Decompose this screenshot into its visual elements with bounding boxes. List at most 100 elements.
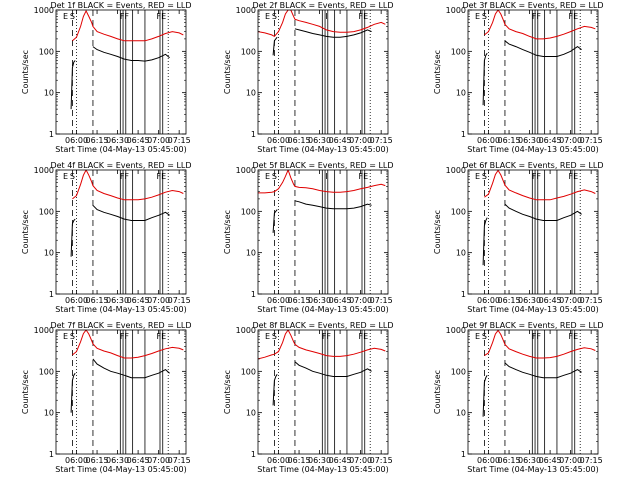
plot-frame bbox=[55, 9, 187, 135]
x-tick-label: 06:15 bbox=[86, 136, 109, 145]
series-events-line bbox=[504, 362, 582, 379]
y-axis-label: Counts/sec bbox=[433, 50, 442, 94]
plot-frame bbox=[467, 9, 599, 135]
x-tick-label: 06:00 bbox=[267, 456, 290, 465]
x-tick-label: 06:15 bbox=[498, 456, 521, 465]
x-tick-label: 07:00 bbox=[349, 136, 372, 145]
panel-title: Det 4f BLACK = Events, RED = LLD bbox=[50, 161, 191, 170]
y-tick-label: 1 bbox=[49, 290, 54, 299]
panel-det-7: Det 7f BLACK = Events, RED = LLD 1 10 100 10… bbox=[21, 321, 192, 474]
y-tick-label: 10 bbox=[44, 89, 54, 98]
plot-frame bbox=[467, 329, 599, 455]
x-tick-label: 07:00 bbox=[147, 456, 170, 465]
attenuator-flag-label: S bbox=[482, 12, 487, 21]
y-tick-label: 1000 bbox=[236, 166, 256, 175]
series-lld-line bbox=[72, 170, 184, 201]
x-tick-label: 06:15 bbox=[86, 456, 109, 465]
attenuator-flag-label: S bbox=[482, 172, 487, 181]
y-axis-label: Counts/sec bbox=[433, 370, 442, 414]
series-events-line bbox=[92, 358, 170, 379]
attenuator-flag-label: FE bbox=[569, 12, 579, 21]
y-tick-label: 1000 bbox=[34, 6, 54, 15]
panel-det-9: Det 9f BLACK = Events, RED = LLD 1 10 100 10… bbox=[433, 321, 604, 474]
y-tick-label: 1 bbox=[251, 290, 256, 299]
x-tick-label: 07:00 bbox=[349, 456, 372, 465]
x-tick-label: 06:30 bbox=[308, 296, 331, 305]
x-tick-label: 06:45 bbox=[539, 136, 562, 145]
plot-frame bbox=[257, 169, 389, 295]
attenuator-flag-label: E bbox=[475, 332, 480, 341]
x-tick-label: 06:30 bbox=[308, 456, 331, 465]
panel-det-3: Det 3f BLACK = Events, RED = LLD 1 10 100 10… bbox=[433, 1, 604, 154]
series-lld-line bbox=[72, 330, 184, 359]
y-axis-label: Counts/sec bbox=[21, 370, 30, 414]
series-lld-line bbox=[258, 170, 386, 194]
series-events-line bbox=[504, 40, 582, 57]
attenuator-flag-label: E bbox=[475, 12, 480, 21]
y-axis-label: Counts/sec bbox=[21, 50, 30, 94]
y-tick-label: 100 bbox=[241, 47, 256, 56]
panel-title: Det 7f BLACK = Events, RED = LLD bbox=[50, 321, 191, 330]
series-lld-line bbox=[72, 10, 184, 42]
x-tick-label: 06:00 bbox=[65, 136, 88, 145]
attenuator-flag-label: S bbox=[482, 332, 487, 341]
y-tick-label: 1000 bbox=[446, 166, 466, 175]
panel-title: Det 8f BLACK = Events, RED = LLD bbox=[252, 321, 393, 330]
series-lld-line bbox=[484, 10, 596, 40]
x-axis-label: Start Time (04-May-13 05:45:00) bbox=[467, 305, 598, 314]
series-lld-line bbox=[484, 170, 596, 201]
attenuator-flag-label: FE bbox=[569, 172, 579, 181]
series-events-line bbox=[70, 218, 76, 257]
series-events-line bbox=[482, 375, 488, 417]
x-tick-label: 06:45 bbox=[127, 456, 150, 465]
series-events-line bbox=[92, 46, 170, 62]
panel-title: Det 6f BLACK = Events, RED = LLD bbox=[462, 161, 603, 170]
attenuator-flag-label: FE bbox=[157, 12, 167, 21]
y-tick-label: 10 bbox=[246, 89, 256, 98]
attenuator-flag-label: E bbox=[475, 172, 480, 181]
plot-frame bbox=[467, 169, 599, 295]
x-tick-label: 06:15 bbox=[288, 456, 311, 465]
y-axis-label: Counts/sec bbox=[223, 370, 232, 414]
attenuator-flag-label: S bbox=[70, 172, 75, 181]
attenuator-flag-label: S bbox=[272, 172, 277, 181]
panel-title: Det 9f BLACK = Events, RED = LLD bbox=[462, 321, 603, 330]
x-axis-label: Start Time (04-May-13 05:45:00) bbox=[467, 465, 598, 474]
x-tick-label: 07:00 bbox=[147, 136, 170, 145]
y-tick-label: 1000 bbox=[34, 166, 54, 175]
x-tick-label: 06:45 bbox=[539, 296, 562, 305]
series-events-line bbox=[294, 28, 372, 38]
x-tick-label: 07:15 bbox=[168, 456, 191, 465]
x-tick-label: 06:15 bbox=[288, 296, 311, 305]
attenuator-flag-label: E bbox=[63, 332, 68, 341]
series-events-line bbox=[482, 52, 488, 106]
y-tick-label: 1 bbox=[461, 130, 466, 139]
x-tick-label: 07:15 bbox=[580, 456, 603, 465]
series-events-line bbox=[70, 372, 76, 413]
attenuator-flag-label: E bbox=[265, 172, 270, 181]
series-events-line bbox=[70, 60, 76, 110]
x-tick-label: 06:30 bbox=[518, 136, 541, 145]
attenuator-flag-label: FE bbox=[359, 172, 369, 181]
y-tick-label: 100 bbox=[39, 207, 54, 216]
x-tick-label: 07:00 bbox=[559, 136, 582, 145]
y-tick-label: 1 bbox=[251, 450, 256, 459]
y-tick-label: 1 bbox=[49, 450, 54, 459]
x-tick-label: 06:30 bbox=[106, 136, 129, 145]
x-tick-label: 06:15 bbox=[86, 296, 109, 305]
y-tick-label: 10 bbox=[456, 249, 466, 258]
series-events-line bbox=[294, 361, 372, 377]
x-tick-label: 06:00 bbox=[477, 456, 500, 465]
y-tick-label: 1000 bbox=[446, 6, 466, 15]
x-tick-label: 06:30 bbox=[308, 136, 331, 145]
attenuator-flag-label: E bbox=[265, 332, 270, 341]
x-tick-label: 06:45 bbox=[127, 136, 150, 145]
x-tick-label: 07:00 bbox=[559, 296, 582, 305]
y-tick-label: 1000 bbox=[236, 326, 256, 335]
x-tick-label: 06:45 bbox=[329, 136, 352, 145]
plot-frame bbox=[257, 329, 389, 455]
panel-det-6: Det 6f BLACK = Events, RED = LLD 1 10 100 10… bbox=[433, 161, 604, 314]
plot-frame bbox=[55, 329, 187, 455]
x-axis-label: Start Time (04-May-13 05:45:00) bbox=[257, 465, 388, 474]
panel-det-5: Det 5f BLACK = Events, RED = LLD 1 10 100 10… bbox=[223, 161, 394, 314]
